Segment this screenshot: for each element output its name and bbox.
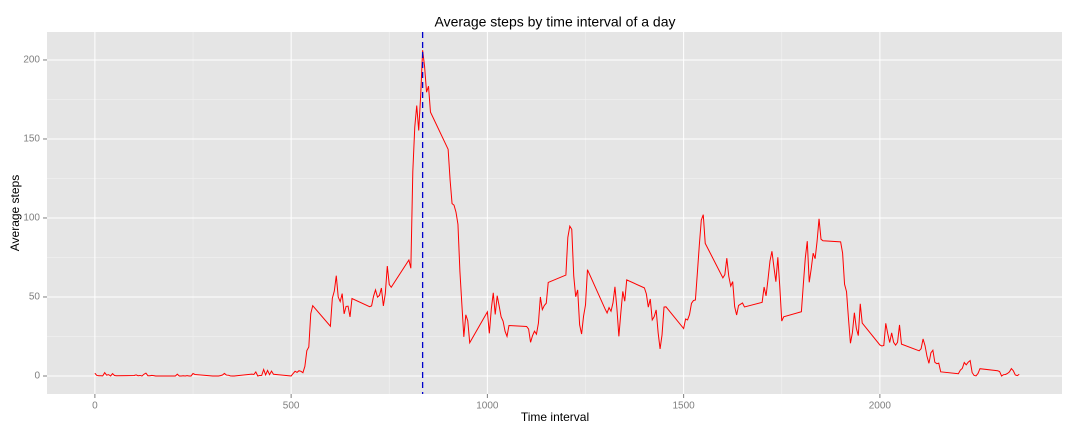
x-tick-label: 2000 [869, 401, 892, 412]
y-tick-label: 200 [23, 55, 40, 66]
y-tick-label: 0 [34, 371, 40, 382]
y-tick-label: 150 [23, 134, 40, 145]
x-axis-label: Time interval [521, 410, 589, 424]
y-tick-label: 100 [23, 213, 40, 224]
y-tick-label: 50 [29, 292, 41, 303]
x-tick-label: 1500 [673, 401, 696, 412]
x-tick-label: 0 [92, 401, 98, 412]
data-line [94, 50, 1020, 377]
y-axis-label: Average steps [8, 175, 22, 252]
x-tick-label: 500 [283, 401, 300, 412]
panel [47, 32, 1062, 394]
chart-title: Average steps by time interval of a day [435, 14, 676, 30]
x-tick-label: 1000 [476, 401, 499, 412]
